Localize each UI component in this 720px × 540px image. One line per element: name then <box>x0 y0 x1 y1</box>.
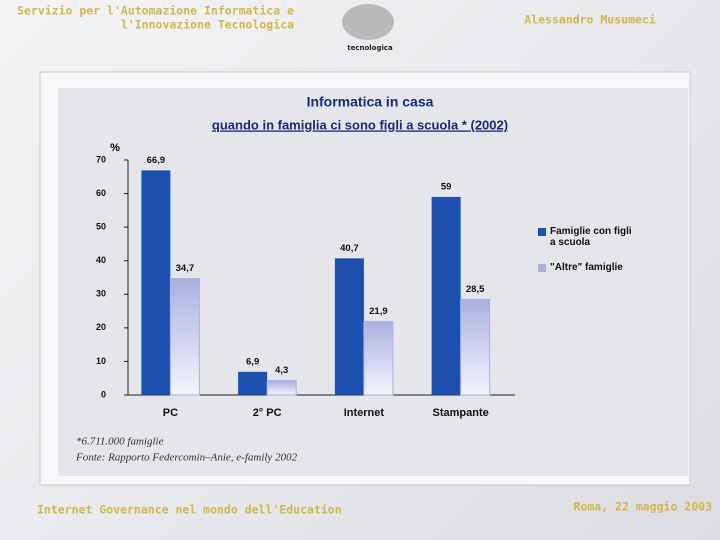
value-label: 4,3 <box>275 365 288 376</box>
logo-text: tecnologica <box>347 44 393 52</box>
bar <box>266 380 297 396</box>
legend-swatch <box>538 264 546 272</box>
value-label: 28,5 <box>466 284 485 295</box>
y-label: % <box>110 142 120 154</box>
legend: Famiglie con figli a scuola "Altre" famig… <box>538 226 638 287</box>
y-tick-label: 60 <box>96 188 106 198</box>
legend-item: Famiglie con figli a scuola <box>538 226 638 248</box>
footer-right: Roma, 22 maggio 2003 <box>574 500 713 514</box>
value-label: 34,7 <box>176 263 195 274</box>
note: *6.711.000 famiglie <box>76 436 164 448</box>
header-left: Servizio per l'Automazione Informatica e <box>17 4 294 18</box>
note: Fonte: Rapporto Federcomin–Anie, e-famil… <box>75 452 298 464</box>
y-tick-label: 10 <box>96 356 106 366</box>
x-tick-label: Stampante <box>433 407 489 419</box>
bar <box>169 278 200 396</box>
value-label: 66,9 <box>147 155 166 166</box>
logo <box>342 4 394 40</box>
bar <box>141 170 171 395</box>
y-tick-label: 50 <box>96 222 106 232</box>
y-tick-label: 0 <box>101 389 106 399</box>
legend-label: "Altre" famiglie <box>550 262 623 273</box>
x-tick-label: Internet <box>344 407 385 419</box>
legend-item: "Altre" famiglie <box>538 262 638 273</box>
bar <box>238 371 268 395</box>
header-left: l'Innovazione Tecnologica <box>121 18 294 32</box>
bar <box>334 258 364 395</box>
bar <box>460 298 491 396</box>
chart-title: Informatica in casa <box>307 94 434 110</box>
y-tick-label: 70 <box>96 154 106 164</box>
bar <box>363 320 394 396</box>
y-tick-label: 20 <box>96 322 106 332</box>
value-label: 21,9 <box>369 306 388 317</box>
x-tick-label: PC <box>163 407 178 419</box>
chart-subtitle: quando in famiglia ci sono figli a scuol… <box>212 117 508 132</box>
bar <box>431 196 461 395</box>
footer-left: Internet Governance nel mondo dell'Educa… <box>37 503 342 517</box>
header-right: Alessandro Musumeci <box>524 13 656 27</box>
legend-label: Famiglie con figli a scuola <box>550 226 632 248</box>
y-tick-label: 40 <box>96 255 106 265</box>
value-label: 6,9 <box>246 356 259 367</box>
value-label: 40,7 <box>340 243 359 254</box>
y-tick-label: 30 <box>96 289 106 299</box>
value-label: 59 <box>441 181 452 192</box>
x-tick-label: 2° PC <box>253 407 282 419</box>
legend-swatch <box>538 228 546 236</box>
